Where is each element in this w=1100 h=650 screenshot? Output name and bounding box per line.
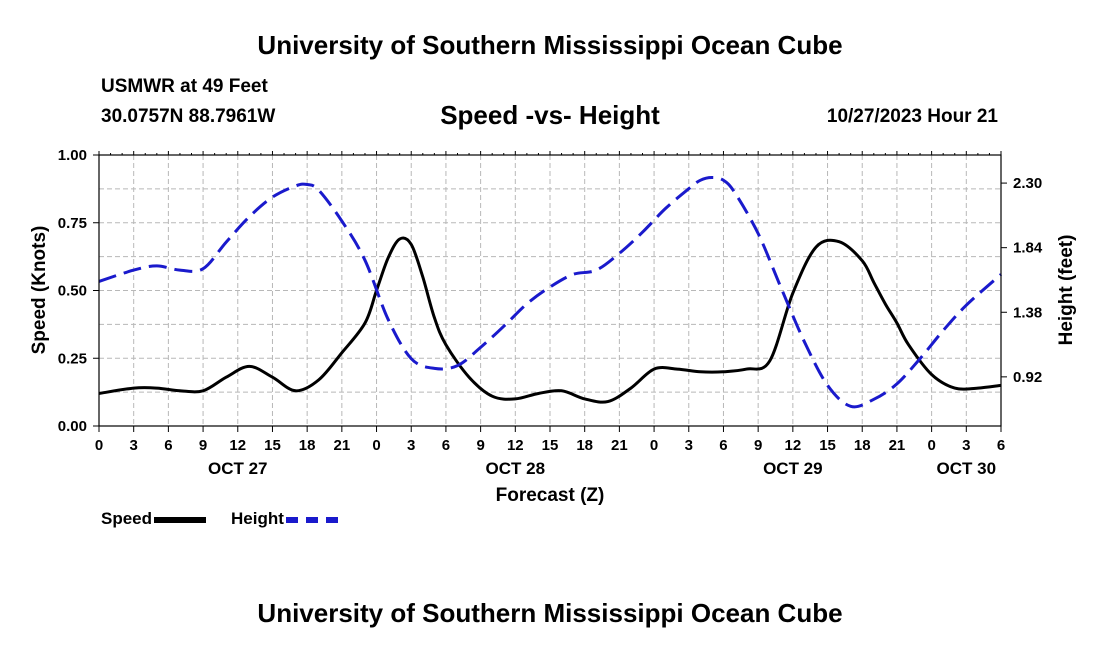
date-label: OCT 29: [763, 459, 823, 478]
y-right-tick-label: 2.30: [1013, 175, 1042, 192]
x-tick-label: 6: [997, 437, 1005, 454]
x-tick-label: 9: [754, 437, 762, 454]
date-label: OCT 27: [208, 459, 268, 478]
x-tick-label: 0: [927, 437, 935, 454]
y-left-tick-label: 1.00: [58, 147, 87, 164]
forecast-datetime: 10/27/2023 Hour 21: [826, 106, 998, 127]
speed-height-chart: 0 3 6 9 12 15 18 21 0 3 6 9 12 15 18 21 0 3 6 9 12 15 18 21 0 3 6O…: [29, 147, 1077, 506]
y-right-tick-label: 0.92: [1013, 369, 1042, 386]
x-tick-label: 12: [785, 437, 802, 454]
legend-speed-swatch: [154, 516, 207, 523]
y-right-tick-label: 1.84: [1013, 240, 1043, 257]
x-tick-label: 12: [229, 437, 246, 454]
chart-title: University of Southern Mississippi Ocean…: [257, 30, 843, 60]
x-tick-label: 0: [95, 437, 103, 454]
x-tick-label: 18: [854, 437, 871, 454]
x-tick-label: 3: [962, 437, 970, 454]
x-tick-label: 18: [576, 437, 593, 454]
x-tick-label: 3: [407, 437, 415, 454]
footer-title: University of Southern Mississippi Ocean…: [257, 598, 843, 628]
x-tick-label: 21: [611, 437, 628, 454]
coordinates-label: 30.0757N 88.7961W: [101, 106, 276, 127]
y-right-tick-label: 1.38: [1013, 304, 1042, 321]
y-axis-right-label: Height (feet): [1056, 235, 1077, 346]
x-tick-label: 21: [334, 437, 351, 454]
series-line-speed: [98, 236, 1002, 404]
legend-speed-label: Speed: [101, 509, 153, 528]
date-label: OCT 30: [937, 459, 997, 478]
grid: [99, 155, 1001, 426]
x-tick-label: 12: [507, 437, 524, 454]
station-label: USMWR at 49 Feet: [101, 76, 268, 97]
x-tick-label: 6: [442, 437, 450, 454]
x-tick-label: 3: [130, 437, 138, 454]
legend-height-swatch: [285, 516, 338, 523]
series-line-height: [98, 176, 1002, 409]
y-left-tick-label: 0.25: [58, 350, 87, 367]
series-layer: [98, 176, 1002, 409]
x-tick-label: 3: [685, 437, 693, 454]
y-left-tick-label: 0.50: [58, 283, 87, 300]
date-label: OCT 28: [486, 459, 546, 478]
x-axis-label: Forecast (Z): [496, 485, 605, 506]
x-tick-label: 15: [542, 437, 559, 454]
x-tick-label: 6: [719, 437, 727, 454]
x-tick-label: 9: [476, 437, 484, 454]
x-tick-label: 21: [889, 437, 906, 454]
legend-height: Height: [231, 509, 338, 529]
x-tick-label: 15: [819, 437, 836, 454]
legend-height-label: Height: [231, 509, 284, 528]
legend-speed: Speed: [101, 509, 207, 529]
axes: 0 3 6 9 12 15 18 21 0 3 6 9 12 15 18 21 0 3 6 9 12 15 18 21 0 3 6O…: [58, 147, 1043, 478]
x-tick-label: 9: [199, 437, 207, 454]
y-left-tick-label: 0.00: [58, 418, 87, 435]
x-tick-label: 15: [264, 437, 281, 454]
y-left-tick-label: 0.75: [58, 215, 87, 232]
x-tick-label: 0: [372, 437, 380, 454]
x-tick-label: 0: [650, 437, 658, 454]
x-tick-label: 18: [299, 437, 316, 454]
y-axis-left-label: Speed (Knots): [29, 226, 50, 355]
chart-subtitle: Speed -vs- Height: [440, 100, 660, 130]
x-tick-label: 6: [164, 437, 172, 454]
